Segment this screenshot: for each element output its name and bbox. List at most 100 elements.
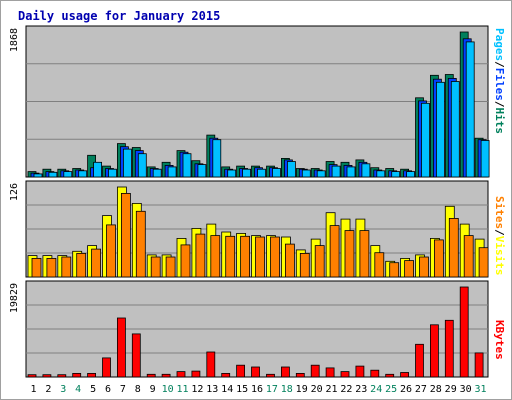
kbytes-bar-day-26 [400,372,410,378]
kbytes-bar-day-10 [161,373,171,378]
day-labels: 1 2 3 4 5 6 7 8 9 10 11 12 13 14 15 16 17 18 19 20 21 22 23 24 2… [30,384,486,395]
day-label-6: 6 [105,384,111,395]
kbytes-bar-day-27 [415,343,424,378]
kbytes-bar-day-29 [444,319,454,378]
kbytes-bar-day-31 [474,352,484,378]
day-label-4: 4 [75,384,81,395]
day-label-30: 30 [460,384,472,395]
legend-kbytes: KBytes [493,320,506,360]
day-label-26: 26 [400,384,412,395]
kbytes-bar-day-24 [370,369,380,378]
pages-bar-day-4 [78,170,88,178]
day-label-9: 9 [150,384,156,395]
sites-bar-day-8 [135,210,146,278]
day-label-31: 31 [474,384,486,395]
day-label-24: 24 [370,384,382,395]
pages-bar-day-29 [450,81,460,178]
pages-bar-day-25 [391,171,401,178]
day-label-17: 17 [266,384,278,395]
y-max-label: 126 [9,183,20,201]
kbytes-bar-day-5 [87,372,96,378]
day-label-7: 7 [120,384,126,395]
kbytes-bar-day-1 [27,374,37,378]
pages-bar-day-1 [33,173,43,178]
day-label-15: 15 [236,384,248,395]
kbytes-bar-day-4 [72,372,82,378]
sites-bar-day-23 [359,230,370,278]
day-label-27: 27 [415,384,427,395]
kbytes-bar-day-28 [429,324,439,378]
sites-bar-day-12 [195,233,206,278]
pages-bar-day-19 [301,169,311,178]
sites-bar-day-22 [344,230,355,278]
panel-legend: Sites/Visits [493,196,506,276]
day-label-3: 3 [60,384,66,395]
sites-visits-panel [25,180,489,278]
pages-bar-day-23 [361,163,371,178]
kbytes-bar-day-13 [206,351,216,378]
day-label-23: 23 [355,384,367,395]
kbytes-bar-day-11 [176,371,186,378]
pages-bar-day-10 [167,166,177,178]
pages-bar-day-21 [331,165,341,178]
pages-bar-day-9 [152,168,162,178]
sites-bar-day-27 [419,256,429,278]
pages-bar-day-15 [242,168,252,178]
pages-bar-day-22 [346,166,356,178]
kbytes-bar-day-8 [131,333,141,378]
sites-bar-day-28 [433,239,444,278]
sites-bar-day-17 [270,236,280,278]
pages-files-hits-panel [25,25,490,178]
pages-bar-day-5 [93,161,102,178]
legend-separator: / [493,101,506,108]
day-label-16: 16 [251,384,263,395]
kbytes-bar-day-6 [102,357,111,378]
day-label-2: 2 [45,384,51,395]
legend-sites: Sites [493,196,506,229]
sites-bar-day-18 [284,243,295,278]
kbytes-bar-day-16 [251,366,260,378]
legend-pages: Pages [493,28,506,61]
day-label-22: 22 [340,384,352,395]
pages-bar-day-11 [182,153,192,178]
sites-bar-day-6 [106,224,116,278]
pages-bar-day-30 [465,41,475,178]
sites-bar-day-7 [121,192,131,278]
kbytes-bar-day-22 [340,371,350,378]
sites-bar-day-15 [240,235,251,278]
day-label-29: 29 [445,384,457,395]
day-label-18: 18 [281,384,293,395]
kbytes-bar-day-20 [310,364,320,378]
pages-bar-day-28 [435,81,445,178]
panel-legend: KBytes [493,320,506,360]
legend-separator: / [493,229,506,236]
day-label-8: 8 [135,384,141,395]
kbytes-bar-day-18 [280,366,290,378]
sites-bar-day-11 [180,244,191,278]
kbytes-bar-day-30 [459,286,469,378]
sites-bar-day-24 [374,252,385,278]
pages-bar-day-3 [63,171,73,178]
sites-bar-day-31 [478,247,489,278]
kbytes-bar-day-23 [355,365,365,378]
pages-bar-day-14 [227,169,237,178]
y-max-label: 1868 [9,28,20,52]
y-max-label: 19829 [9,283,20,313]
pages-bar-day-31 [480,140,490,178]
day-label-11: 11 [176,384,188,395]
kbytes-bar-day-21 [325,367,335,378]
day-label-19: 19 [296,384,308,395]
pages-bar-day-12 [197,164,207,178]
sites-bar-day-10 [165,256,176,278]
day-label-12: 12 [191,384,203,395]
pages-bar-day-26 [406,171,416,178]
pages-bar-day-2 [48,171,58,178]
kbytes-bar-day-25 [385,373,395,378]
sites-bar-day-3 [61,256,72,278]
day-label-25: 25 [385,384,397,395]
y-max-labels: 1868 126 19829 [9,28,20,313]
kbytes-bar-day-14 [221,372,231,378]
sites-bar-day-21 [329,225,340,278]
panel-legend: Pages/Files/Hits [493,28,506,134]
